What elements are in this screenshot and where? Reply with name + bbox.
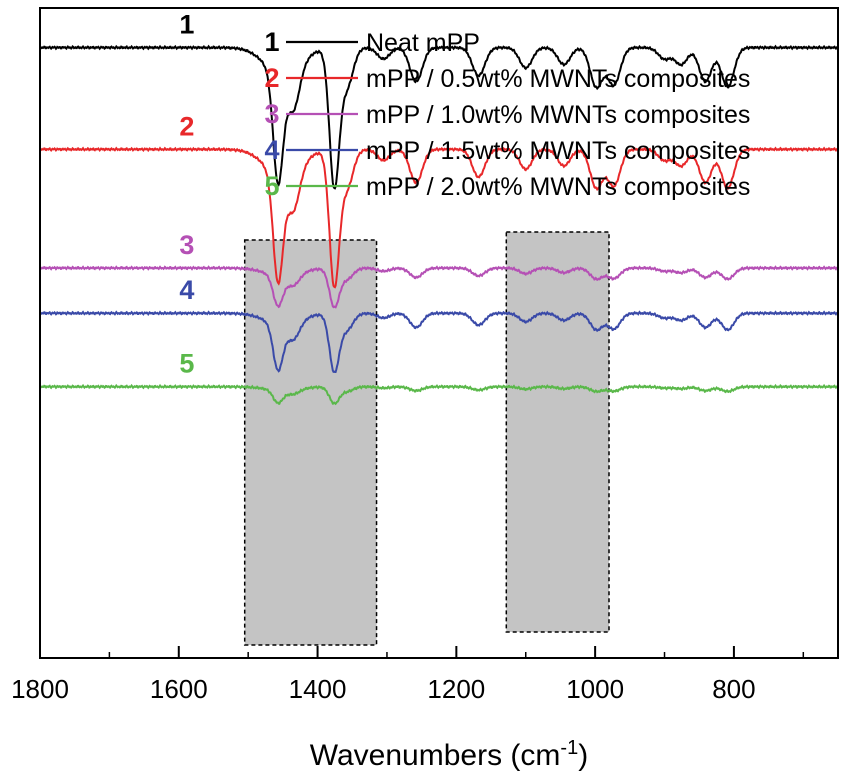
x-tick-label-800: 800 bbox=[712, 674, 755, 704]
legend-label-3: mPP / 1.0wt% MWNTs composites bbox=[366, 101, 750, 129]
shaded-regions bbox=[243, 231, 610, 646]
series-line-4 bbox=[39, 310, 839, 373]
series-line-2 bbox=[39, 146, 839, 289]
x-axis-title: Wavenumbers (cm-1) bbox=[310, 737, 588, 772]
legend-label-4: mPP / 1.5wt% MWNTs composites bbox=[366, 137, 750, 165]
shaded-region-1 bbox=[243, 239, 378, 646]
x-axis-ticks: 1800 1600 1400 1200 1000 800 bbox=[11, 646, 805, 704]
x-axis-title-superscript: -1 bbox=[560, 737, 578, 759]
series-line-1 bbox=[39, 44, 839, 190]
legend-number-3: 3 bbox=[264, 99, 279, 129]
curve-label-3: 3 bbox=[179, 230, 194, 260]
x-tick-label-1000: 1000 bbox=[566, 674, 624, 704]
curve-label-2: 2 bbox=[179, 111, 194, 141]
x-tick-label-1800: 1800 bbox=[11, 674, 69, 704]
spectra-series bbox=[39, 44, 839, 406]
curve-label-5: 5 bbox=[179, 349, 194, 379]
curve-label-4: 4 bbox=[179, 275, 194, 305]
x-tick-label-1600: 1600 bbox=[150, 674, 208, 704]
x-tick-label-1200: 1200 bbox=[427, 674, 485, 704]
plot-frame bbox=[39, 7, 839, 659]
curve-labels: 1 2 3 4 5 bbox=[179, 10, 194, 379]
x-tick-label-1400: 1400 bbox=[289, 674, 347, 704]
curve-label-1: 1 bbox=[179, 10, 194, 40]
legend-number-5: 5 bbox=[264, 171, 279, 201]
legend-number-4: 4 bbox=[264, 135, 279, 165]
legend: 1 Neat mPP 2 mPP / 0.5wt% MWNTs composites 3… bbox=[264, 27, 750, 201]
legend-label-5: mPP / 2.0wt% MWNTs composites bbox=[366, 173, 750, 201]
series-line-3 bbox=[39, 265, 839, 309]
series-line-5 bbox=[39, 383, 839, 406]
legend-label-2: mPP / 0.5wt% MWNTs composites bbox=[366, 65, 750, 93]
shaded-region-2 bbox=[505, 231, 610, 633]
legend-number-1: 1 bbox=[264, 27, 279, 57]
legend-label-1: Neat mPP bbox=[366, 29, 480, 57]
legend-number-2: 2 bbox=[264, 63, 279, 93]
